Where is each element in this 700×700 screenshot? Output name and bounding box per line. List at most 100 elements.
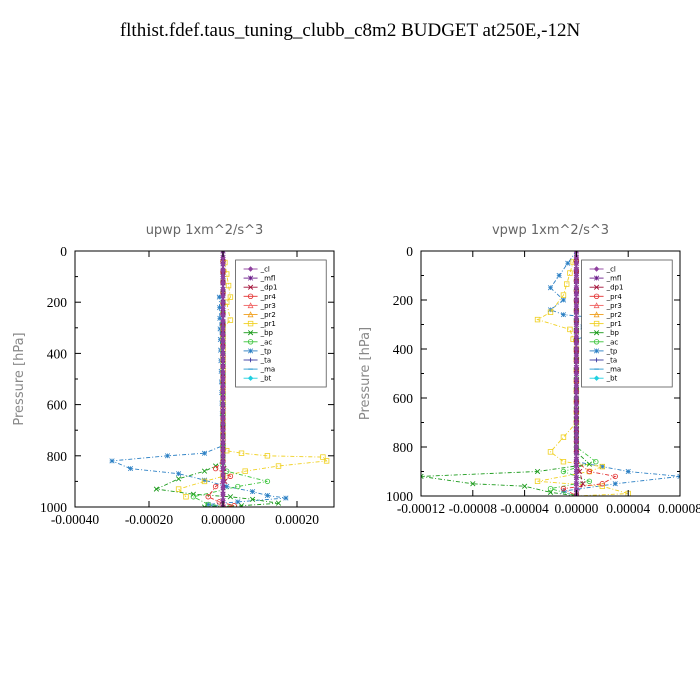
- vpwp-point_cl: [573, 438, 580, 444]
- vpwp-point_cl: [573, 413, 580, 420]
- upwp-legend-label_pr4: _pr4: [260, 293, 277, 301]
- vpwp-point_bp: [534, 468, 541, 475]
- vpwp-x-tick-label: 0.00000: [554, 501, 598, 516]
- upwp-point_pr4: [227, 473, 234, 479]
- vpwp-point_ac: [593, 459, 599, 465]
- vpwp-point_pr1: [560, 434, 567, 440]
- vpwp-y-tick-label: 600: [393, 391, 414, 406]
- upwp-point_cl: [220, 344, 226, 350]
- vpwp-panel: vpwp 1xm^2/s^3 Pressure [hPa] 0 200 400 600 80…: [358, 223, 700, 516]
- vpwp-y-tick-label: 400: [393, 342, 414, 357]
- vpwp-point_cl: [573, 450, 580, 456]
- vpwp-point_cl: [573, 352, 580, 358]
- upwp-point_ac: [190, 494, 197, 500]
- upwp-point_cl: [220, 459, 226, 465]
- upwp-point_cl: [220, 408, 226, 414]
- upwp-point_tp: [216, 294, 222, 300]
- upwp-point_pr1: [323, 458, 330, 464]
- upwp-point_ac: [235, 483, 241, 490]
- upwp-point_cl: [220, 485, 226, 491]
- vpwp-x-tick-label: -0.00004: [500, 501, 549, 516]
- upwp-y-axis-label: Pressure [hPa]: [12, 332, 27, 425]
- upwp-point_tp: [164, 453, 171, 459]
- vpwp-legend-marker_mfl: [593, 275, 600, 281]
- vpwp-point_pr1: [560, 292, 567, 298]
- vpwp-point_tp: [625, 468, 631, 475]
- vpwp-legend-marker_cl: [593, 266, 600, 272]
- upwp-legend-label_pr3: _pr3: [260, 302, 276, 310]
- upwp-point_cl: [220, 312, 226, 318]
- upwp-point_cl: [220, 453, 226, 459]
- upwp-legend-marker_pr3: [247, 302, 254, 309]
- vpwp-point_cl: [573, 370, 580, 377]
- upwp-point_cl: [220, 382, 226, 389]
- upwp-point_pr1: [225, 282, 232, 289]
- upwp-point_bp: [227, 494, 234, 500]
- upwp-legend-marker_tp: [247, 348, 254, 354]
- vpwp-legend-label_tp: _tp: [606, 347, 618, 355]
- vpwp-legend-label_pr2: _pr2: [606, 311, 622, 319]
- vpwp-point_tp: [599, 464, 605, 470]
- upwp-x-tick-label: 0.00020: [275, 512, 319, 527]
- upwp-y-tick-label: 1000: [40, 500, 67, 515]
- upwp-point_pr1: [175, 486, 182, 492]
- upwp-point_cl: [220, 357, 226, 363]
- upwp-legend-label_ac: _ac: [260, 338, 273, 346]
- upwp-point_pr1: [227, 317, 234, 323]
- vpwp-panel-title: vpwp 1xm^2/s^3: [492, 223, 609, 238]
- vpwp-point_cl: [573, 383, 580, 389]
- vpwp-point_tp: [556, 272, 562, 279]
- vpwp-point_ac: [586, 478, 593, 484]
- vpwp-point_pr1: [567, 270, 573, 276]
- vpwp-y-tick-label: 200: [393, 293, 414, 308]
- upwp-point_pr1: [183, 494, 189, 500]
- upwp-point_pr1: [320, 454, 326, 460]
- upwp-point_cl: [220, 440, 226, 446]
- upwp-legend-marker_cl: [247, 266, 254, 272]
- upwp-y-tick-label: 200: [47, 295, 68, 310]
- upwp-point_cl: [220, 261, 226, 267]
- upwp-point_ac: [264, 478, 271, 485]
- vpwp-point_bp: [521, 483, 528, 489]
- upwp-point_cl: [220, 465, 226, 472]
- upwp-point_tp: [205, 501, 211, 507]
- vpwp-point_cl: [573, 407, 580, 413]
- upwp-point_cl: [220, 369, 226, 376]
- vpwp-legend-label_dp1: _dp1: [606, 284, 624, 292]
- vpwp-series_dp1: [575, 251, 584, 496]
- vpwp-point_cl: [573, 291, 580, 297]
- upwp-x-tick-label: 0.00000: [201, 512, 245, 527]
- vpwp-legend-marker_ac: [593, 339, 600, 345]
- vpwp-legend-marker_pr4: [593, 293, 600, 299]
- vpwp-point_tp: [560, 312, 567, 318]
- upwp-legend-marker_ta: [248, 357, 253, 363]
- vpwp-point_tp: [612, 481, 618, 487]
- vpwp-legend-label_ta: _ta: [606, 357, 618, 365]
- upwp-legend-label_cl: _cl: [260, 266, 270, 274]
- vpwp-point_cl: [573, 272, 580, 279]
- vpwp-point_cl: [573, 321, 580, 328]
- upwp-legend-marker_pr4: [247, 293, 254, 299]
- vpwp-legend-marker_pr3: [593, 302, 600, 309]
- vpwp-point_cl: [573, 315, 580, 322]
- upwp-y-tick-label: 600: [47, 398, 68, 413]
- upwp-legend-marker_ac: [247, 339, 254, 345]
- vpwp-legend-label_bp: _bp: [606, 329, 620, 337]
- upwp-legend-marker_mfl: [247, 275, 254, 281]
- vpwp-point_cl: [573, 425, 580, 432]
- vpwp-point_pr4: [599, 481, 605, 487]
- upwp-series-group: [109, 251, 330, 507]
- upwp-x-tick-label: -0.00020: [125, 512, 174, 527]
- vpwp-series_pr1: [536, 251, 629, 496]
- vpwp-point_cl: [573, 309, 580, 315]
- upwp-y-tick-label: 0: [60, 244, 67, 259]
- upwp-y-tick-label: 800: [47, 449, 68, 464]
- upwp-point_cl: [220, 395, 226, 401]
- upwp-point_tp: [218, 368, 224, 374]
- vpwp-point_cl: [573, 327, 580, 334]
- upwp-point_bp: [238, 503, 245, 507]
- vpwp-point_cl: [573, 456, 580, 462]
- upwp-point_tp: [235, 499, 241, 505]
- upwp-point_cl: [220, 293, 226, 299]
